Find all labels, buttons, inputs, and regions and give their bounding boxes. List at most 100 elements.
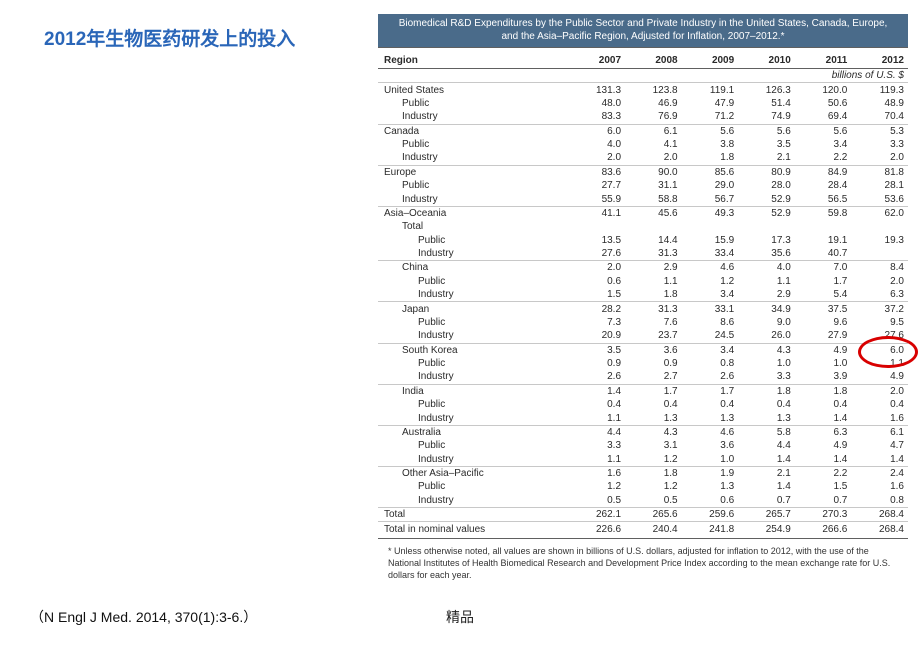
cell-value: 1.1 bbox=[625, 275, 682, 288]
cell-value: 0.4 bbox=[738, 398, 795, 411]
cell-value: 1.8 bbox=[795, 384, 852, 398]
table-row: Total in nominal values226.6240.4241.825… bbox=[378, 522, 908, 536]
cell-value: 55.9 bbox=[568, 192, 625, 206]
cell-value: 3.4 bbox=[682, 288, 739, 302]
cell-value: 4.4 bbox=[738, 439, 795, 452]
cell-value: 3.1 bbox=[625, 439, 682, 452]
cell-value: 1.5 bbox=[568, 288, 625, 302]
cell-value: 265.6 bbox=[625, 508, 682, 522]
cell-value: 3.4 bbox=[682, 343, 739, 357]
cell-value: 2.2 bbox=[795, 466, 852, 480]
table-row: South Korea3.53.63.44.34.96.0 bbox=[378, 343, 908, 357]
cell-value: 1.9 bbox=[682, 466, 739, 480]
table-row: Japan28.231.333.134.937.537.2 bbox=[378, 302, 908, 316]
cell-value: 9.6 bbox=[795, 316, 852, 329]
cell-value: 240.4 bbox=[625, 522, 682, 536]
table-row: Public0.90.90.81.01.01.1 bbox=[378, 357, 908, 370]
row-label: Public bbox=[378, 179, 568, 192]
table-caption: Biomedical R&D Expenditures by the Publi… bbox=[378, 14, 908, 47]
cell-value bbox=[795, 220, 852, 233]
cell-value: 1.5 bbox=[795, 480, 852, 493]
cell-value: 4.9 bbox=[795, 343, 852, 357]
footer-text: 精品 bbox=[446, 607, 474, 627]
table-row: Industry2.62.72.63.33.94.9 bbox=[378, 370, 908, 384]
cell-value: 3.3 bbox=[738, 370, 795, 384]
row-label: Canada bbox=[378, 124, 568, 138]
cell-value: 4.4 bbox=[568, 425, 625, 439]
cell-value: 3.6 bbox=[625, 343, 682, 357]
cell-value: 13.5 bbox=[568, 234, 625, 247]
cell-value: 5.6 bbox=[795, 124, 852, 138]
cell-value: 2.1 bbox=[738, 151, 795, 165]
table-row: Industry1.11.31.31.31.41.6 bbox=[378, 411, 908, 425]
cell-value: 1.6 bbox=[851, 480, 908, 493]
cell-value: 62.0 bbox=[851, 206, 908, 220]
cell-value: 6.3 bbox=[795, 425, 852, 439]
row-label: Industry bbox=[378, 247, 568, 261]
cell-value: 80.9 bbox=[738, 165, 795, 179]
table-row: Industry20.923.724.526.027.927.6 bbox=[378, 329, 908, 343]
cell-value: 1.4 bbox=[738, 480, 795, 493]
cell-value: 3.3 bbox=[851, 138, 908, 151]
cell-value: 90.0 bbox=[625, 165, 682, 179]
cell-value: 8.6 bbox=[682, 316, 739, 329]
cell-value: 1.6 bbox=[568, 466, 625, 480]
cell-value: 1.3 bbox=[625, 411, 682, 425]
table-row: Public48.046.947.951.450.648.9 bbox=[378, 97, 908, 110]
cell-value: 4.6 bbox=[682, 261, 739, 275]
cell-value: 23.7 bbox=[625, 329, 682, 343]
cell-value: 2.0 bbox=[568, 151, 625, 165]
cell-value: 1.7 bbox=[795, 275, 852, 288]
cell-value: 2.9 bbox=[625, 261, 682, 275]
cell-value: 1.8 bbox=[625, 466, 682, 480]
cell-value: 259.6 bbox=[682, 508, 739, 522]
table-row: United States131.3123.8119.1126.3120.011… bbox=[378, 83, 908, 97]
cell-value: 76.9 bbox=[625, 110, 682, 124]
page-title: 2012年生物医药研发上的投入 bbox=[44, 24, 295, 51]
table-row: Europe83.690.085.680.984.981.8 bbox=[378, 165, 908, 179]
table-row: Total bbox=[378, 220, 908, 233]
cell-value: 4.7 bbox=[851, 439, 908, 452]
cell-value: 19.3 bbox=[851, 234, 908, 247]
cell-value: 28.4 bbox=[795, 179, 852, 192]
col-header-year: 2011 bbox=[795, 48, 852, 69]
cell-value: 3.6 bbox=[682, 439, 739, 452]
col-header-region: Region bbox=[378, 48, 568, 69]
cell-value: 27.9 bbox=[795, 329, 852, 343]
data-table: Region200720082009201020112012 billions … bbox=[378, 47, 908, 536]
cell-value: 1.4 bbox=[795, 453, 852, 467]
cell-value: 2.1 bbox=[738, 466, 795, 480]
cell-value: 24.5 bbox=[682, 329, 739, 343]
cell-value: 6.0 bbox=[568, 124, 625, 138]
cell-value: 4.6 bbox=[682, 425, 739, 439]
row-label: Public bbox=[378, 275, 568, 288]
cell-value: 131.3 bbox=[568, 83, 625, 97]
table-row: Public1.21.21.31.41.51.6 bbox=[378, 480, 908, 493]
row-label: Industry bbox=[378, 192, 568, 206]
table-row: Industry1.11.21.01.41.41.4 bbox=[378, 453, 908, 467]
cell-value: 1.7 bbox=[682, 384, 739, 398]
table-header: Region200720082009201020112012 bbox=[378, 48, 908, 69]
cell-value: 15.9 bbox=[682, 234, 739, 247]
cell-value: 1.4 bbox=[738, 453, 795, 467]
cell-value: 1.4 bbox=[851, 453, 908, 467]
col-header-year: 2007 bbox=[568, 48, 625, 69]
table-row: Public27.731.129.028.028.428.1 bbox=[378, 179, 908, 192]
row-label: Industry bbox=[378, 411, 568, 425]
row-label: Industry bbox=[378, 288, 568, 302]
cell-value: 1.4 bbox=[568, 384, 625, 398]
cell-value: 37.2 bbox=[851, 302, 908, 316]
cell-value: 262.1 bbox=[568, 508, 625, 522]
row-label: Public bbox=[378, 316, 568, 329]
row-label: South Korea bbox=[378, 343, 568, 357]
cell-value: 0.9 bbox=[568, 357, 625, 370]
cell-value: 1.7 bbox=[625, 384, 682, 398]
cell-value: 47.9 bbox=[682, 97, 739, 110]
cell-value: 3.5 bbox=[738, 138, 795, 151]
cell-value: 56.7 bbox=[682, 192, 739, 206]
cell-value: 0.9 bbox=[625, 357, 682, 370]
cell-value: 2.0 bbox=[851, 151, 908, 165]
table-row: Public4.04.13.83.53.43.3 bbox=[378, 138, 908, 151]
table-row: Australia4.44.34.65.86.36.1 bbox=[378, 425, 908, 439]
cell-value: 0.4 bbox=[568, 398, 625, 411]
